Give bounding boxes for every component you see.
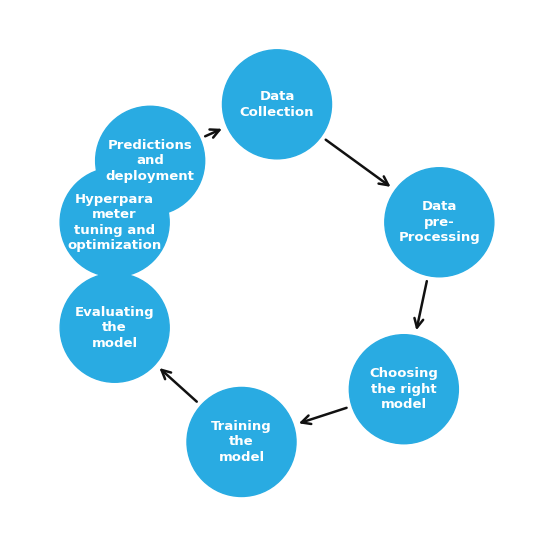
Circle shape	[350, 335, 458, 444]
Text: Choosing
the right
model: Choosing the right model	[370, 367, 438, 411]
Text: Evaluating
the
model: Evaluating the model	[75, 306, 155, 350]
Text: Data
Collection: Data Collection	[240, 90, 314, 119]
Circle shape	[60, 168, 169, 277]
Circle shape	[187, 387, 296, 497]
Text: Predictions
and
deployment: Predictions and deployment	[106, 139, 194, 183]
Text: Training
the
model: Training the model	[211, 420, 272, 464]
Circle shape	[385, 168, 494, 277]
Circle shape	[96, 106, 204, 215]
Text: Data
pre-
Processing: Data pre- Processing	[398, 200, 480, 244]
Circle shape	[223, 50, 331, 159]
Circle shape	[60, 273, 169, 382]
Text: Hyperpara
meter
tuning and
optimization: Hyperpara meter tuning and optimization	[68, 192, 162, 252]
